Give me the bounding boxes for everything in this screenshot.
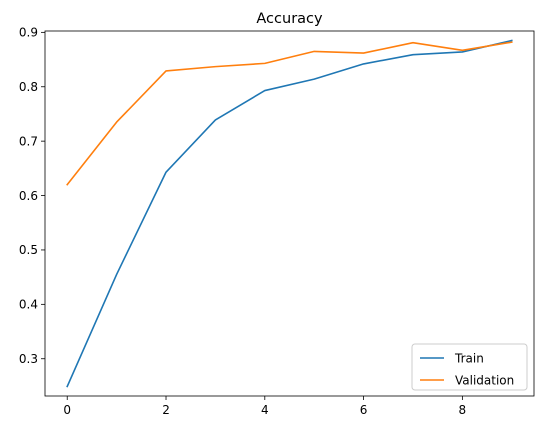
y-tick-label: 0.3 <box>19 352 38 366</box>
y-tick-label: 0.7 <box>19 134 38 148</box>
y-axis: 0.3 0.4 0.5 0.6 0.7 0.8 0.9 <box>19 26 45 366</box>
legend: Train Validation <box>411 343 528 391</box>
chart-title: Accuracy <box>256 11 323 27</box>
legend-label-train: Train <box>454 351 484 365</box>
x-tick-label: 4 <box>261 403 269 417</box>
y-tick-label: 0.4 <box>19 298 38 312</box>
legend-label-validation: Validation <box>455 373 514 387</box>
y-tick-label: 0.6 <box>19 189 38 203</box>
x-tick-label: 2 <box>162 403 170 417</box>
y-tick-label: 0.8 <box>19 80 38 94</box>
series-line-train <box>66 39 513 388</box>
plot-area-frame <box>44 30 535 397</box>
series-line-validation <box>66 41 513 186</box>
x-axis: 0 2 4 6 8 <box>63 396 466 417</box>
y-tick-label: 0.9 <box>19 26 38 40</box>
y-tick-label: 0.5 <box>19 243 38 257</box>
legend-box <box>411 343 528 391</box>
x-tick-label: 6 <box>360 403 368 417</box>
x-tick-label: 8 <box>459 403 467 417</box>
x-tick-label: 0 <box>63 403 71 417</box>
series-layer <box>66 39 513 388</box>
